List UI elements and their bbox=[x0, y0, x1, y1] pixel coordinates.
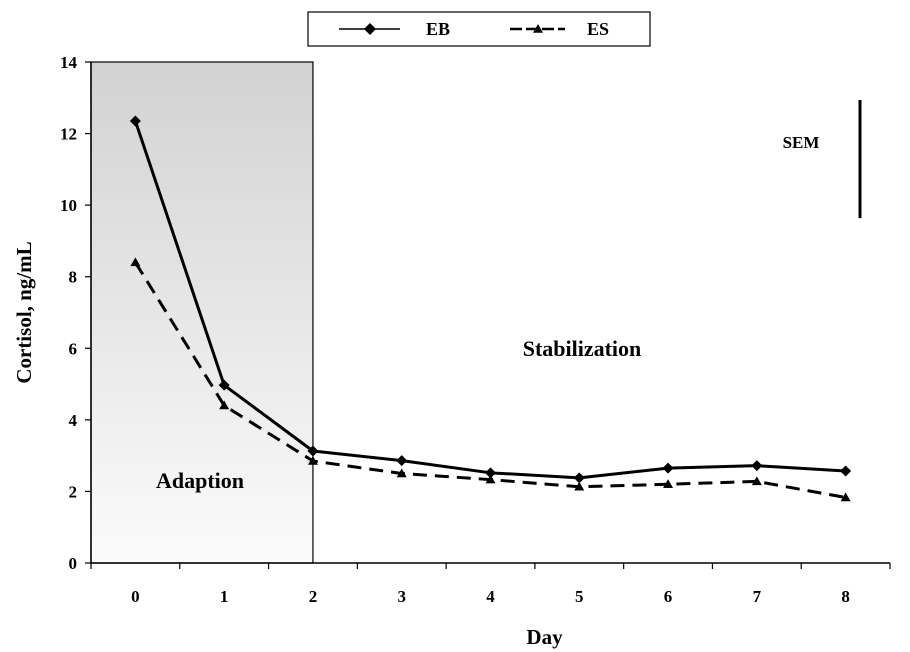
series-es-point bbox=[485, 474, 496, 484]
series-eb-point bbox=[485, 467, 496, 479]
x-tick-label: 5 bbox=[575, 587, 584, 606]
legend: EB ES bbox=[307, 11, 651, 47]
x-tick-label: 4 bbox=[486, 587, 495, 606]
series-eb-point bbox=[840, 465, 852, 477]
legend-eb-sample bbox=[339, 23, 400, 35]
series-eb-point bbox=[573, 472, 585, 484]
series-eb-point bbox=[396, 455, 408, 467]
series-eb bbox=[129, 115, 852, 484]
series-es-point bbox=[574, 481, 585, 491]
series-es-point bbox=[219, 400, 230, 410]
series-eb-point bbox=[218, 379, 230, 391]
series-es-point bbox=[130, 257, 141, 267]
series-es-point bbox=[663, 479, 674, 489]
series-layer bbox=[129, 115, 852, 502]
y-tick-label: 12 bbox=[60, 125, 77, 144]
y-axis-title: Cortisol, ng/mL bbox=[12, 241, 36, 383]
y-tick-label: 0 bbox=[69, 554, 78, 573]
y-tick-label: 4 bbox=[69, 411, 78, 430]
y-tick-label: 10 bbox=[60, 196, 77, 215]
legend-es-sample bbox=[510, 24, 565, 33]
series-es-point bbox=[840, 492, 851, 502]
adaption-label: Adaption bbox=[156, 468, 244, 493]
x-tick-label: 2 bbox=[309, 587, 318, 606]
y-ticks: 0 2 4 6 8 10 12 14 bbox=[60, 53, 91, 573]
x-tick-label: 6 bbox=[664, 587, 673, 606]
series-es-point bbox=[751, 476, 762, 486]
x-tick-label: 3 bbox=[397, 587, 406, 606]
legend-eb-label: EB bbox=[426, 19, 450, 39]
x-tick-label: 1 bbox=[220, 587, 229, 606]
x-tick-label: 8 bbox=[841, 587, 850, 606]
y-tick-label: 14 bbox=[60, 53, 78, 72]
adaption-region bbox=[90, 61, 314, 564]
legend-es-marker bbox=[533, 24, 543, 33]
series-eb-point bbox=[129, 115, 141, 127]
series-es-point bbox=[307, 456, 318, 465]
series-eb-point bbox=[307, 445, 319, 457]
series-eb-point bbox=[662, 462, 674, 474]
y-tick-label: 2 bbox=[69, 482, 78, 501]
series-eb-point bbox=[751, 460, 763, 472]
sem-label: SEM bbox=[783, 133, 820, 152]
x-ticks: 0 1 2 3 4 5 6 7 8 bbox=[90, 563, 891, 606]
x-axis-title: Day bbox=[526, 625, 563, 649]
legend-eb-marker bbox=[364, 23, 376, 35]
x-tick-label: 0 bbox=[131, 587, 140, 606]
x-tick-label: 7 bbox=[753, 587, 762, 606]
y-tick-label: 8 bbox=[69, 268, 78, 287]
stabilization-label: Stabilization bbox=[523, 336, 642, 361]
legend-es-label: ES bbox=[587, 19, 609, 39]
y-tick-label: 6 bbox=[69, 339, 78, 358]
series-es bbox=[130, 257, 851, 502]
series-es-point bbox=[396, 468, 407, 478]
